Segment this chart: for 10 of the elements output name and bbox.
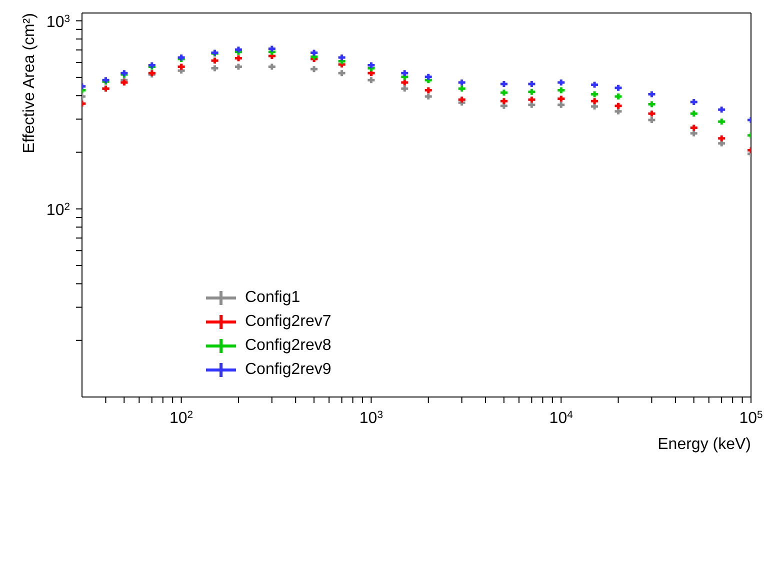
legend-label: Config2rev7 (245, 313, 332, 331)
x-tick-label: 10$^{5}$ (739, 410, 764, 427)
x-tick-label: 10$^{4}$ (549, 410, 574, 427)
x-axis-title: Energy (keV) (658, 436, 751, 453)
legend-label: Config1 (245, 289, 300, 307)
y-axis-title: Effective Area (cm²) (21, 13, 38, 154)
x-tick-label: 10$^{3}$ (359, 410, 384, 427)
legend-label: Config2rev8 (245, 337, 332, 355)
x-tick-label: 10$^{2}$ (170, 410, 194, 427)
legend-label: Config2rev9 (245, 361, 332, 379)
